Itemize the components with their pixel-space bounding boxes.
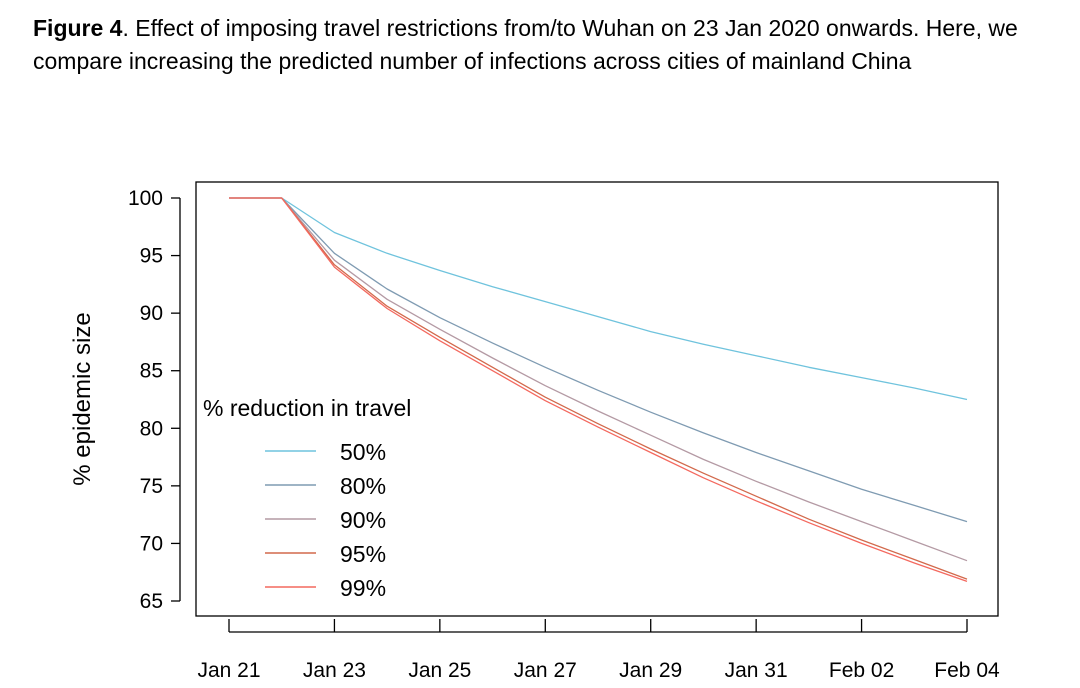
x-tick-label: Jan 21 (197, 659, 260, 682)
y-tick-label: 95 (140, 245, 163, 268)
y-tick-label: 75 (140, 475, 163, 498)
figure-caption: Figure 4. Effect of imposing travel rest… (33, 12, 1053, 78)
y-tick-label: 85 (140, 360, 163, 383)
legend-label: 80% (340, 473, 386, 499)
x-tick-label: Jan 29 (619, 659, 682, 682)
y-tick-label: 100 (128, 187, 163, 210)
x-tick-label: Jan 23 (303, 659, 366, 682)
x-tick-label: Jan 27 (514, 659, 577, 682)
legend-label: 99% (340, 575, 386, 601)
series-line-90pct (229, 197, 968, 562)
series-line-80pct (229, 197, 968, 523)
series-lines (229, 197, 968, 583)
legend-label: 50% (340, 439, 386, 465)
figure-caption-text: . Effect of imposing travel restrictions… (33, 15, 1018, 74)
legend-title: % reduction in travel (203, 395, 411, 421)
legend: % reduction in travel 50% 80% 90% 95% 99% (203, 395, 411, 601)
series-line-95pct (229, 197, 968, 580)
y-tick-label: 90 (140, 302, 163, 325)
y-tick-label: 65 (140, 590, 163, 613)
x-tick-label: Jan 25 (408, 659, 471, 682)
x-tick-label: Feb 04 (934, 659, 1000, 682)
y-axis-label: % epidemic size (69, 312, 96, 485)
series-line-99pct (229, 197, 968, 583)
figure-label: Figure 4 (33, 15, 123, 41)
legend-label: 95% (340, 541, 386, 567)
legend-label: 90% (340, 507, 386, 533)
y-tick-label: 70 (140, 532, 163, 555)
y-tick-label: 80 (140, 417, 163, 440)
plot-frame (195, 181, 999, 617)
x-tick-label: Jan 31 (725, 659, 788, 682)
y-axis: 65 70 75 80 85 90 95 100 (128, 187, 181, 613)
x-tick-label: Feb 02 (829, 659, 894, 682)
series-line-50pct (229, 197, 968, 401)
x-axis: Jan 21 Jan 23 Jan 25 Jan 27 Jan 29 Jan 31 Feb … (197, 619, 1000, 682)
